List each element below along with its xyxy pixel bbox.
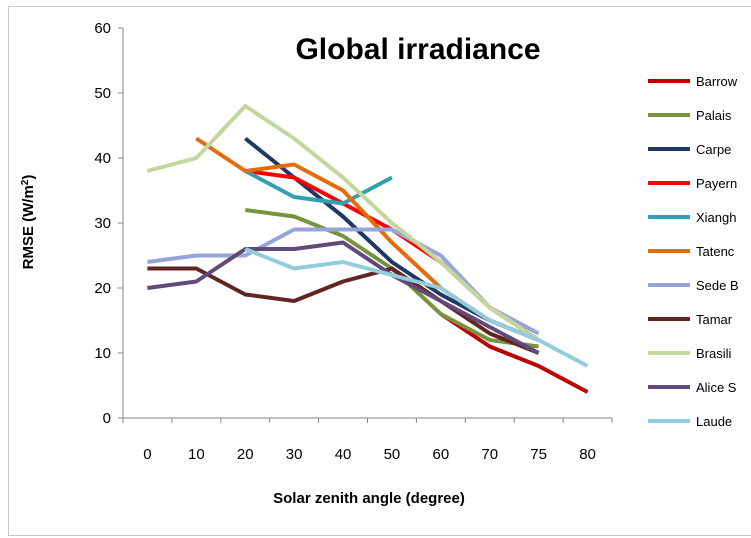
y-axis-title-end: ) — [20, 175, 37, 180]
series-line-brasili — [146, 104, 540, 342]
x-tick-label: 75 — [530, 446, 547, 463]
y-tick-label: 50 — [94, 85, 111, 102]
y-axis-title-sup: 2 — [20, 179, 31, 185]
legend-label: Barrow — [696, 74, 738, 89]
series-line-barrow — [439, 312, 589, 394]
y-tick-label: 10 — [94, 345, 111, 362]
legend-label: Tatenc — [696, 244, 735, 259]
legend-label: Sede B — [696, 278, 739, 293]
x-tick-label: 0 — [143, 446, 151, 463]
legend-label: Brasili — [696, 346, 732, 361]
x-tick-label: 70 — [481, 446, 498, 463]
x-axis: 0 10 20 30 40 50 60 70 75 80 — [122, 417, 613, 463]
legend-label: Tamar — [696, 312, 733, 327]
y-tick-label: 60 — [94, 20, 111, 37]
chart-frame — [8, 6, 751, 536]
legend-label: Payern — [696, 176, 737, 191]
legend-label: Carpe — [696, 142, 731, 157]
x-tick-label: 10 — [188, 446, 205, 463]
x-tick-label: 50 — [384, 446, 401, 463]
y-axis: 0 10 20 30 40 50 60 — [94, 20, 124, 427]
legend-label: Alice S — [696, 380, 737, 395]
y-tick-label: 30 — [94, 215, 111, 232]
legend-label: Palais — [696, 108, 732, 123]
x-axis-title: Solar zenith angle (degree) — [273, 490, 465, 507]
y-tick-label: 20 — [94, 280, 111, 297]
legend-label: Xiangh — [696, 210, 736, 225]
series-layer — [146, 104, 589, 394]
y-axis-title-main: RMSE (W/m — [20, 185, 37, 269]
x-tick-label: 40 — [335, 446, 352, 463]
legend: Barrow Palais Carpe Payern Xiangh Tatenc Sede … — [648, 74, 739, 429]
y-tick-label: 40 — [94, 150, 111, 167]
chart-title: Global irradiance — [295, 33, 540, 66]
y-axis-title: RMSE (W/m2) — [20, 175, 38, 270]
x-tick-label: 60 — [433, 446, 450, 463]
series-line-alice-s — [147, 240, 540, 355]
series-line-laude — [244, 247, 589, 368]
legend-label: Laude — [696, 414, 732, 429]
x-tick-label: 30 — [286, 446, 303, 463]
y-tick-label: 0 — [103, 410, 111, 427]
x-tick-label: 20 — [237, 446, 254, 463]
x-tick-label: 80 — [579, 446, 596, 463]
series-line-xiangh — [244, 169, 393, 206]
series-line-tamar — [147, 266, 540, 355]
